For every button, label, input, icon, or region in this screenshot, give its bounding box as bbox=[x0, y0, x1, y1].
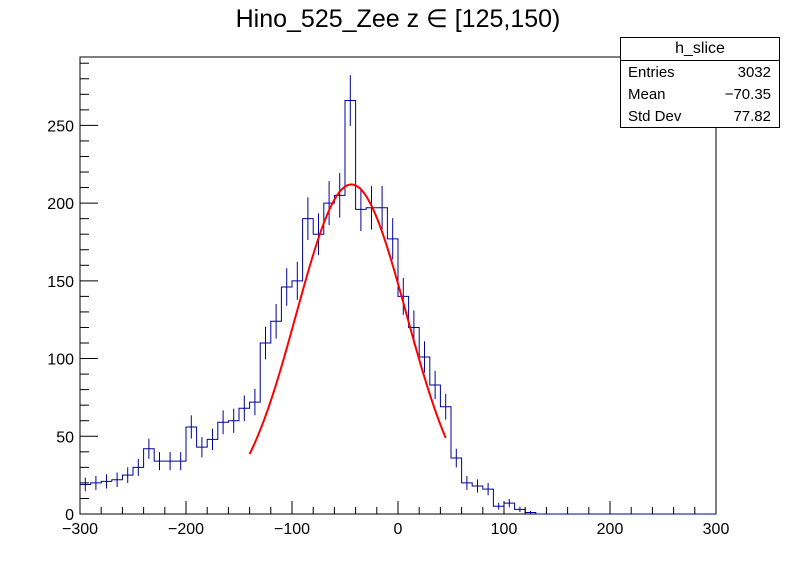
stats-label-entries: Entries bbox=[628, 64, 675, 81]
y-tick-label: 100 bbox=[47, 352, 74, 369]
x-tick-label: −300 bbox=[62, 521, 98, 538]
stats-box-name: h_slice bbox=[621, 38, 779, 61]
fit-curve bbox=[248, 183, 447, 455]
stats-row-mean: Mean −70.35 bbox=[621, 83, 779, 105]
histogram-outline bbox=[80, 100, 716, 515]
x-tick-label: 0 bbox=[394, 521, 403, 538]
x-tick-label: 200 bbox=[597, 521, 624, 538]
stats-value-entries: 3032 bbox=[737, 64, 771, 81]
y-tick-label: 200 bbox=[47, 196, 74, 213]
y-tick-label: 150 bbox=[47, 274, 74, 291]
stats-value-mean: −70.35 bbox=[724, 86, 771, 103]
y-tick-label: 250 bbox=[47, 118, 74, 135]
x-tick-label: 100 bbox=[491, 521, 518, 538]
stats-box: h_slice Entries 3032 Mean −70.35 Std Dev… bbox=[620, 37, 780, 128]
stats-value-stddev: 77.82 bbox=[733, 108, 771, 125]
stats-row-stddev: Std Dev 77.82 bbox=[621, 105, 779, 127]
y-tick-label: 0 bbox=[65, 507, 74, 524]
stats-label-mean: Mean bbox=[628, 86, 666, 103]
x-tick-label: −100 bbox=[274, 521, 310, 538]
x-tick-label: −200 bbox=[168, 521, 204, 538]
chart-title: Hino_525_Zee z ∈ [125,150) bbox=[235, 5, 561, 33]
stats-row-entries: Entries 3032 bbox=[621, 61, 779, 83]
x-tick-label: 300 bbox=[703, 521, 730, 538]
y-tick-label: 50 bbox=[56, 429, 74, 446]
stats-label-stddev: Std Dev bbox=[628, 108, 682, 125]
